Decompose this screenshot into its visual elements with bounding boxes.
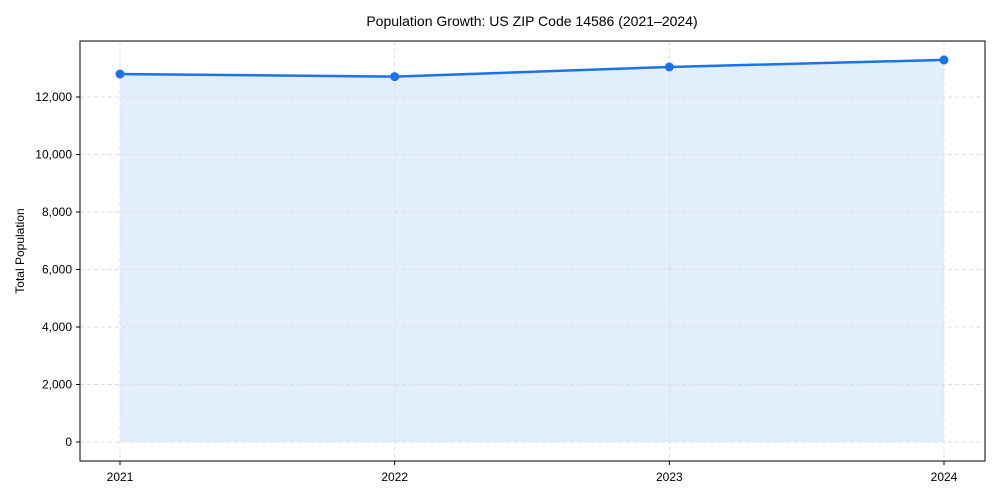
y-tick-label: 10,000 [35, 148, 72, 162]
y-axis-label: Total Population [13, 208, 27, 293]
y-tick-label: 4,000 [42, 320, 72, 334]
area-fill [120, 59, 944, 442]
plot-frame [79, 40, 986, 462]
y-tick-label: 0 [65, 435, 72, 449]
series-line [119, 58, 945, 78]
data-point [390, 72, 400, 82]
y-tick-label: 12,000 [35, 90, 72, 104]
y-tick-label: 2,000 [42, 378, 72, 392]
data-point [115, 69, 125, 79]
y-tick-label: 8,000 [42, 205, 72, 219]
data-point [939, 55, 949, 65]
x-tick-label: 2023 [656, 470, 683, 484]
plot-area: 0 2,000 4,000 6,000 8,000 10,000 12,000 2021 202… [35, 40, 986, 484]
x-tick-label: 2021 [107, 470, 134, 484]
x-tick-label: 2022 [381, 470, 408, 484]
x-tick-label: 2024 [931, 470, 958, 484]
y-tick-label: 6,000 [42, 263, 72, 277]
chart-title: Population Growth: US ZIP Code 14586 (20… [366, 13, 697, 29]
data-point [664, 62, 674, 72]
